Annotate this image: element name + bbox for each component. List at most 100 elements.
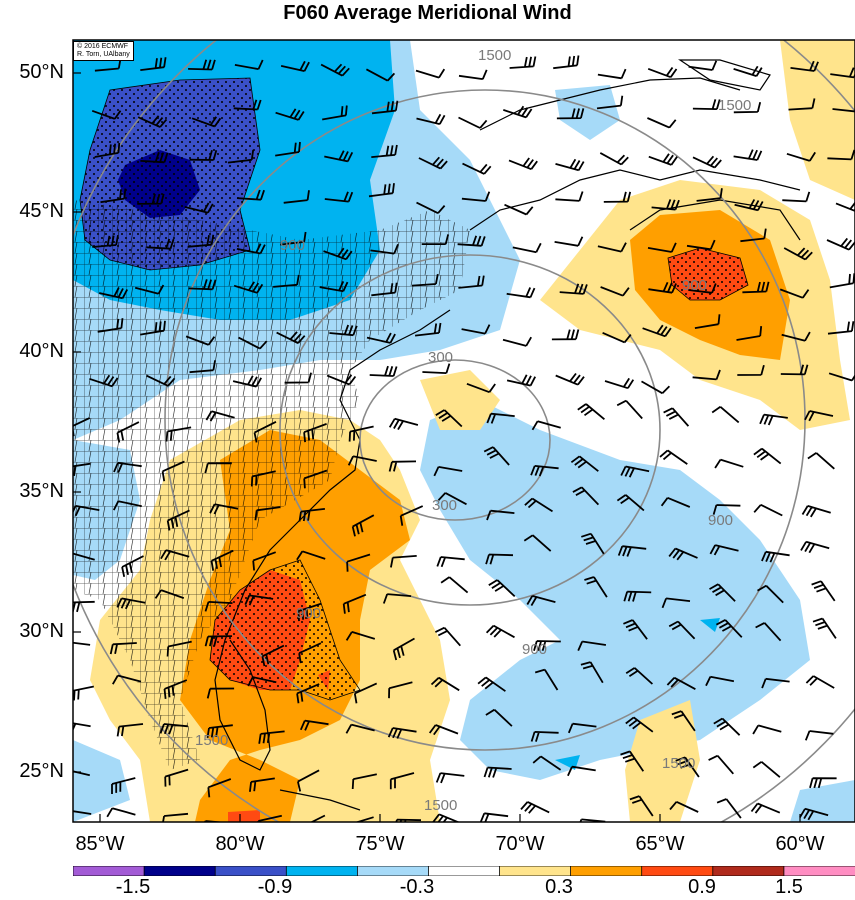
wind-barb (416, 113, 446, 125)
wind-barb (161, 460, 185, 482)
lat-label-50n: 50°N (19, 61, 64, 83)
wind-barb (280, 231, 307, 246)
wind-barb (668, 547, 698, 561)
wind-barb (660, 496, 691, 508)
wind-barb (485, 553, 514, 565)
wind-barb (163, 679, 188, 699)
wind-barb (204, 462, 232, 474)
wind-barb (800, 540, 830, 554)
wind-barb (94, 142, 121, 158)
colorbar-swatch (356, 866, 430, 876)
lat-label-35n: 35°N (19, 480, 64, 502)
wind-barb (368, 183, 395, 198)
wind-barb (523, 534, 552, 552)
wind-barb (303, 469, 328, 489)
wind-barb (647, 66, 678, 79)
wind-barb (458, 275, 485, 289)
wind-barb (275, 108, 305, 121)
wind-barb (187, 234, 215, 248)
wind-barb (661, 597, 691, 609)
wind-barb (435, 626, 461, 647)
wind-barb (788, 98, 816, 111)
wind-barb (73, 641, 91, 646)
lat-label-40n: 40°N (19, 340, 64, 362)
wind-barb (692, 155, 722, 169)
wind-barb (688, 60, 718, 71)
wind-barb (388, 681, 413, 699)
contour-label: 1500 (718, 97, 751, 114)
wind-barb (736, 326, 763, 341)
wind-barb (244, 594, 274, 606)
wind-barb (509, 56, 537, 69)
wind-barb (827, 321, 855, 335)
wind-barb (603, 191, 632, 203)
wind-barb (191, 116, 222, 128)
wind-barb (620, 465, 650, 478)
wind-barb (258, 730, 285, 744)
wind-barb (647, 242, 677, 253)
wind-barb (100, 188, 127, 204)
wind-barb (73, 685, 94, 701)
wind-barb (185, 335, 216, 346)
wind-barb (577, 640, 607, 651)
wind-barb (188, 279, 217, 291)
wind-barb (651, 199, 680, 211)
wind-barb (675, 756, 700, 778)
wind-barb (112, 500, 142, 511)
contour-label: 900 (280, 237, 305, 254)
wind-barb (581, 532, 605, 555)
wind-barb (388, 460, 417, 472)
wind-barb (559, 283, 588, 295)
wind-barb (236, 189, 265, 201)
wind-barb (835, 201, 855, 212)
wind-barb (659, 449, 688, 465)
wind-barb (596, 95, 624, 110)
wind-barb (252, 551, 277, 571)
wind-barb (809, 777, 837, 789)
wind-barb (692, 99, 721, 110)
wind-barb (512, 242, 542, 254)
wind-barb (433, 466, 463, 477)
wind-barb (253, 420, 277, 443)
wind-barb (371, 100, 399, 115)
colorbar-swatch (285, 866, 359, 876)
colorbar-label: -0.3 (399, 876, 435, 898)
wind-barb (73, 810, 92, 815)
wind-barb (600, 286, 630, 297)
wind-barb (99, 287, 128, 300)
wind-barb (73, 600, 95, 613)
wind-barb (365, 68, 396, 82)
wind-barb (233, 281, 264, 294)
wind-barb (309, 814, 326, 822)
wind-barb (457, 235, 486, 247)
wind-barb (348, 425, 374, 442)
wind-barb (811, 580, 836, 602)
colorbar-swatch (73, 866, 145, 876)
wind-barb (753, 447, 782, 465)
wind-barb (353, 682, 378, 704)
wind-barb (257, 814, 282, 822)
contour-label: 900 (708, 512, 733, 529)
wind-barb (713, 717, 741, 736)
wind-barb (801, 505, 831, 518)
wind-barb (555, 191, 584, 202)
wind-barb (184, 202, 214, 214)
wind-barb (506, 287, 536, 299)
wind-barb (189, 360, 216, 374)
wind-barb (280, 60, 310, 72)
wind-barb (432, 813, 461, 822)
wind-barb (534, 668, 559, 691)
colorbar-swatch (214, 866, 288, 876)
wind-barb (324, 150, 354, 163)
wind-barb (458, 69, 488, 80)
wind-barb (597, 242, 627, 253)
wind-barb (617, 545, 647, 557)
wind-barb (504, 203, 534, 216)
wind-barb (204, 601, 233, 612)
wind-barb (326, 374, 357, 386)
lon-label-60w: 60°W (775, 833, 825, 855)
wind-barb (709, 544, 739, 556)
wind-barb (238, 336, 268, 350)
wind-barb (804, 730, 834, 741)
